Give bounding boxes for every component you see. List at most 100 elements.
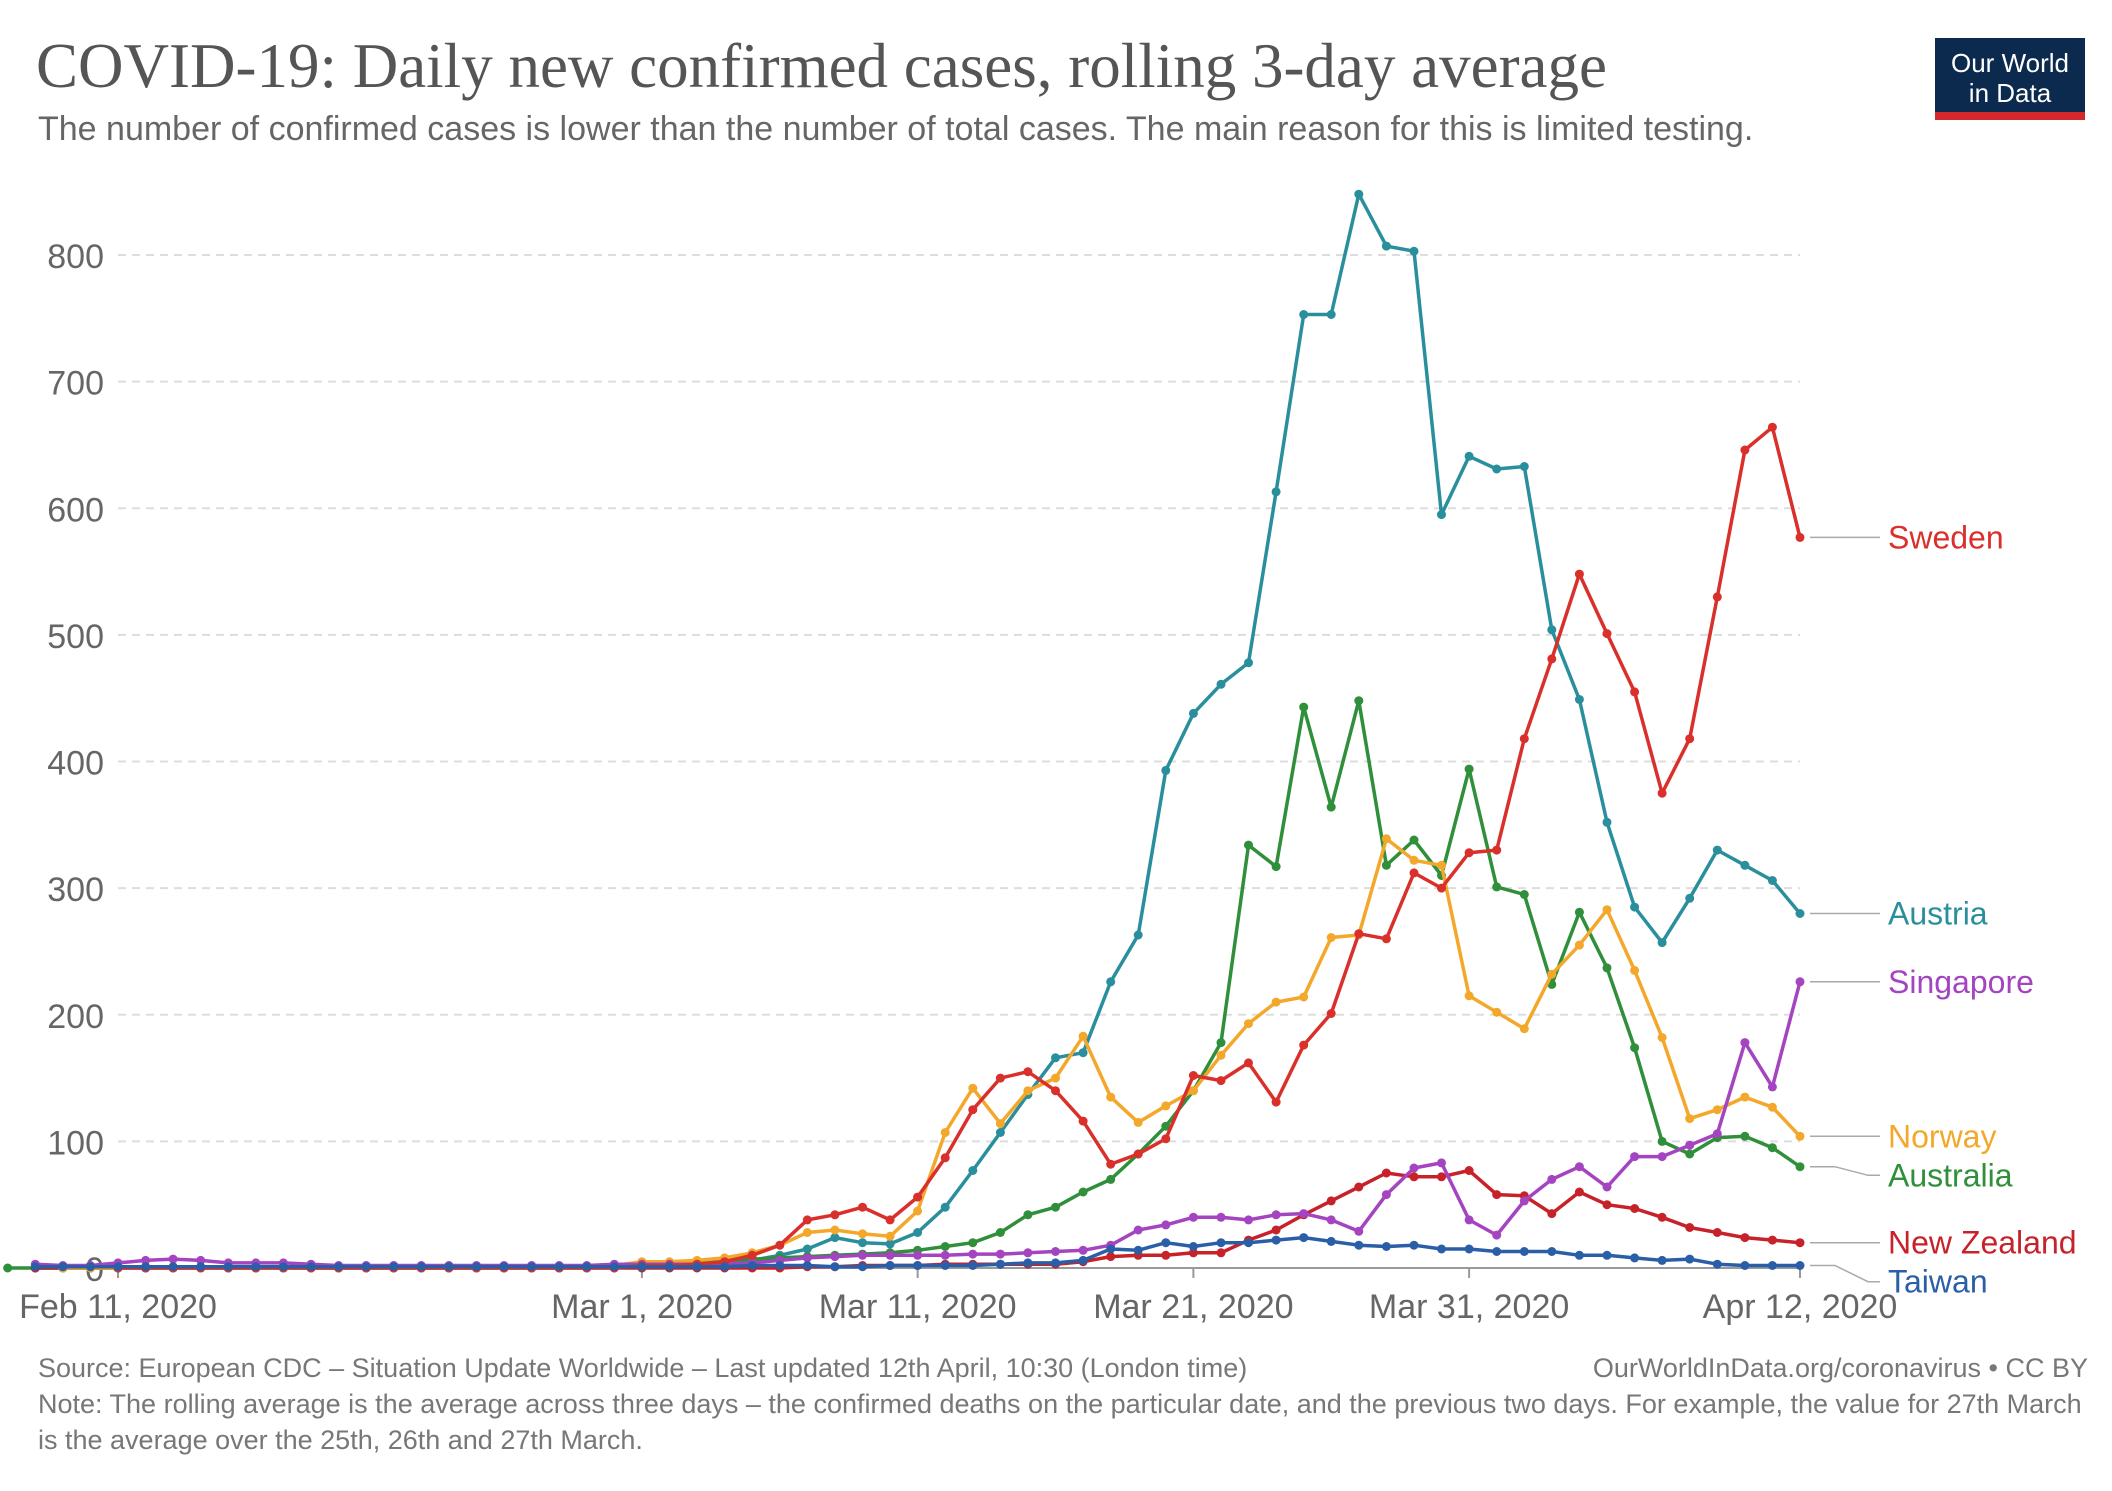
data-point xyxy=(1381,860,1391,870)
y-tick-label: 100 xyxy=(47,1124,104,1162)
data-point xyxy=(1712,592,1722,602)
series-austria[interactable] xyxy=(30,189,1805,1273)
data-point xyxy=(802,1244,812,1254)
legend-label-new-zealand[interactable]: New Zealand xyxy=(1810,1225,2077,1261)
data-point xyxy=(1381,241,1391,251)
data-point xyxy=(1574,1250,1584,1260)
data-point xyxy=(1106,1244,1116,1254)
data-point xyxy=(499,1262,509,1272)
legend-label-australia[interactable]: Australia xyxy=(1810,1157,2013,1193)
series-taiwan[interactable] xyxy=(30,1233,1805,1272)
data-point xyxy=(1464,848,1474,858)
data-point xyxy=(885,1261,895,1270)
data-point xyxy=(1519,1196,1529,1206)
data-point xyxy=(1216,1212,1226,1222)
data-point xyxy=(747,1261,757,1270)
legend-label-sweden[interactable]: Sweden xyxy=(1810,519,2004,555)
data-point xyxy=(1409,855,1419,865)
x-tick-label: Feb 11, 2020 xyxy=(19,1288,217,1326)
data-point xyxy=(1795,1261,1805,1270)
data-point xyxy=(168,1262,178,1272)
data-point xyxy=(1244,1058,1253,1068)
data-point xyxy=(913,1228,923,1237)
data-point xyxy=(1492,1230,1502,1240)
data-point xyxy=(1492,464,1502,474)
data-point xyxy=(1188,1242,1198,1251)
data-point xyxy=(1381,934,1391,944)
data-point xyxy=(1712,1105,1722,1115)
series-sweden[interactable] xyxy=(113,422,1805,1273)
data-point xyxy=(1602,905,1612,915)
y-tick-label: 500 xyxy=(47,618,104,656)
data-point xyxy=(1464,1215,1474,1225)
data-point xyxy=(472,1262,481,1272)
data-point xyxy=(1685,893,1695,903)
data-point xyxy=(1795,1162,1805,1172)
series-singapore[interactable] xyxy=(30,977,1805,1270)
line-chart: 0 100 200 300 400 500 600 700 800 Feb 11, 2020 Mar… xyxy=(3,189,2077,1326)
data-point xyxy=(1464,991,1474,1001)
legend-label-austria[interactable]: Austria xyxy=(1810,896,1988,932)
owid-logo[interactable]: Our World in Data xyxy=(1935,38,2085,120)
data-point xyxy=(885,1231,895,1241)
data-point xyxy=(1712,1228,1722,1237)
data-point xyxy=(1712,1259,1722,1269)
data-point xyxy=(1630,1253,1640,1263)
data-point xyxy=(1161,1238,1171,1248)
data-point xyxy=(1078,1031,1088,1041)
data-point xyxy=(1712,1129,1722,1139)
data-point xyxy=(1271,862,1281,872)
data-point xyxy=(1409,1172,1419,1182)
legend-text: Austria xyxy=(1888,896,1988,932)
data-point xyxy=(968,1166,978,1175)
data-point xyxy=(1409,835,1419,845)
data-point xyxy=(940,1261,950,1270)
data-point xyxy=(1767,1143,1777,1153)
data-point xyxy=(940,1202,950,1212)
data-point xyxy=(830,1225,840,1235)
data-point xyxy=(1767,1102,1777,1112)
data-point xyxy=(1106,1159,1116,1169)
data-point xyxy=(1023,1248,1033,1258)
data-point xyxy=(1078,1116,1088,1126)
data-point xyxy=(141,1255,151,1265)
legend-label-norway[interactable]: Norway xyxy=(1810,1118,1996,1154)
data-point xyxy=(1630,965,1640,975)
data-point xyxy=(830,1210,840,1220)
logo-line-1: Our World xyxy=(1951,48,2069,78)
legend-label-singapore[interactable]: Singapore xyxy=(1810,964,2034,1000)
legend-label-taiwan[interactable]: Taiwan xyxy=(1810,1264,1988,1300)
data-point xyxy=(1354,1182,1364,1192)
data-point xyxy=(1051,1202,1060,1212)
data-point xyxy=(830,1262,840,1272)
data-point xyxy=(554,1262,564,1272)
data-point xyxy=(1574,1162,1584,1172)
data-point xyxy=(1299,992,1309,1002)
data-point xyxy=(1244,1019,1253,1029)
source-url-link[interactable]: OurWorldInData.org/coronavirus • CC BY xyxy=(1592,1353,2088,1383)
data-point xyxy=(1574,695,1584,704)
x-tick-label: Mar 11, 2020 xyxy=(819,1288,1017,1326)
chart-title: COVID-19: Daily new confirmed cases, rol… xyxy=(36,31,1607,101)
data-point xyxy=(995,1119,1005,1129)
data-point xyxy=(858,1238,867,1248)
series-australia[interactable] xyxy=(3,696,1805,1273)
data-point xyxy=(1795,909,1805,918)
data-point xyxy=(1630,902,1640,912)
data-point xyxy=(1326,802,1336,812)
data-point xyxy=(1106,1092,1116,1102)
data-point xyxy=(913,1206,923,1216)
data-point xyxy=(1326,1236,1336,1246)
data-point xyxy=(802,1215,812,1225)
data-point xyxy=(1381,1168,1391,1178)
data-point xyxy=(968,1238,978,1248)
data-point xyxy=(141,1262,151,1272)
data-point xyxy=(1354,929,1364,939)
data-point xyxy=(858,1250,867,1260)
y-tick-label: 700 xyxy=(47,365,104,403)
data-point xyxy=(1685,1114,1695,1124)
series-line xyxy=(7,698,1801,1270)
data-point xyxy=(1740,1261,1750,1270)
data-point xyxy=(1106,977,1116,987)
